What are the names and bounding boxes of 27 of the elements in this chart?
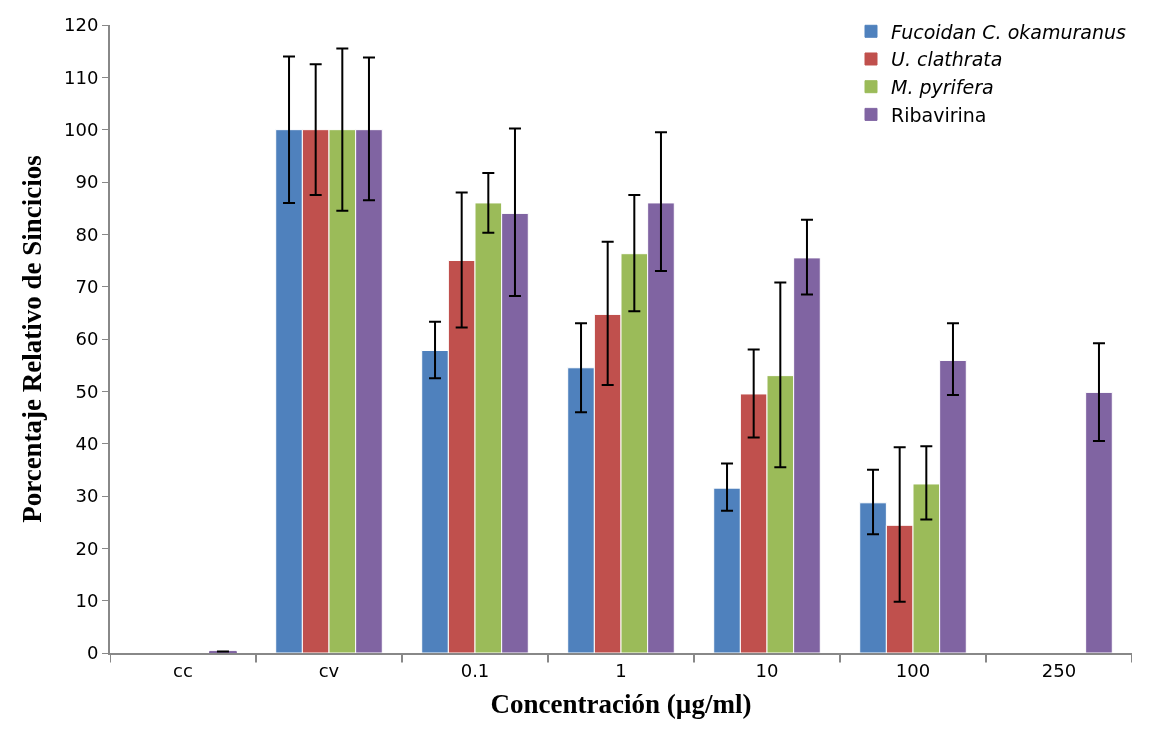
y-tick-label: 70 — [75, 275, 99, 297]
x-tick-label: 250 — [1041, 659, 1077, 681]
y-tick-label: 50 — [75, 380, 99, 402]
legend-label: Ribavirina — [891, 103, 987, 126]
y-tick-label: 40 — [75, 432, 99, 454]
x-axis-title: Concentración (µg/ml) — [490, 689, 752, 720]
x-tick-label: cc — [173, 659, 193, 681]
y-tick-label: 100 — [64, 118, 99, 140]
y-tick-label: 60 — [75, 328, 99, 350]
x-tick-label: 10 — [755, 659, 779, 681]
bar — [1085, 391, 1113, 653]
x-tick-label: 0.1 — [460, 659, 490, 681]
y-tick-label: 30 — [75, 485, 99, 507]
y-tick-label: 120 — [64, 14, 99, 36]
y-axis-title: Porcentaje Relativo de Sincicios — [16, 155, 47, 523]
legend-label: U. clathrata — [891, 48, 1003, 71]
y-tick-label: 90 — [75, 171, 99, 193]
x-tick-label: 1 — [615, 659, 627, 681]
x-tick-label: cv — [318, 659, 340, 681]
y-tick-label: 10 — [75, 589, 99, 611]
legend-label: Fucoidan C. okamuranus — [891, 20, 1127, 43]
y-tick-label: 20 — [75, 537, 99, 559]
x-tick-label: 100 — [895, 659, 931, 681]
y-tick-label: 0 — [86, 642, 99, 664]
y-tick-label: 80 — [75, 223, 99, 245]
legend-label: M. pyrifera — [891, 76, 994, 99]
y-tick-label: 110 — [64, 66, 99, 88]
